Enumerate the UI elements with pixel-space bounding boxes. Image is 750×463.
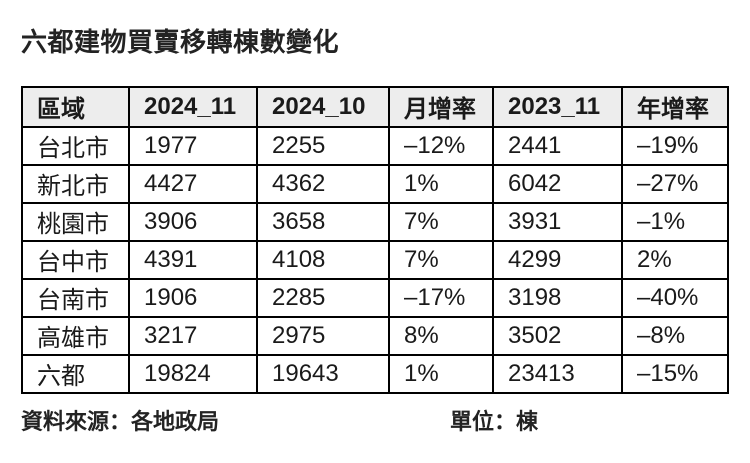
cell-value: –17% [388,277,494,318]
cell-value: 1977 [128,125,258,166]
cell-value: 2441 [492,125,623,166]
column-header-2024-11: 2024_11 [128,85,258,128]
cell-value: 3658 [256,201,390,242]
cell-value: –15% [621,353,729,394]
cell-value: 3931 [492,201,623,242]
cell-region: 台北市 [21,125,130,166]
table-row-kaohsiung: 高雄市 3217 2975 8% 3502 –8% [21,315,729,356]
column-header-mom: 月增率 [388,85,494,128]
cell-value: –12% [388,125,494,166]
cell-value: 4427 [128,163,258,204]
column-header-2023-11: 2023_11 [492,85,623,128]
table-row-taoyuan: 桃園市 3906 3658 7% 3931 –1% [21,201,729,242]
page-title: 六都建物買賣移轉棟數變化 [21,27,340,57]
column-header-2024-10: 2024_10 [256,85,390,128]
cell-value: 1% [388,353,494,394]
cell-region: 台中市 [21,239,130,280]
cell-value: –27% [621,163,729,204]
unit-note: 單位：棟 [450,408,539,434]
footer: 資料來源：各地政局 單位：棟 [21,404,729,434]
cell-value: 23413 [492,353,623,394]
cell-value: –19% [621,125,729,166]
cell-value: 4108 [256,239,390,280]
table-row-newtaipei: 新北市 4427 4362 1% 6042 –27% [21,163,729,204]
cell-value: 7% [388,201,494,242]
cell-value: 7% [388,239,494,280]
cell-region: 新北市 [21,163,130,204]
table-header-row: 區域 2024_11 2024_10 月增率 2023_11 年增率 [21,85,729,128]
cell-value: –8% [621,315,729,356]
cell-value: –1% [621,201,729,242]
cell-value: –40% [621,277,729,318]
table-row-tainan: 台南市 1906 2285 –17% 3198 –40% [21,277,729,318]
cell-region: 六都 [21,353,130,394]
table-row-taichung: 台中市 4391 4108 7% 4299 2% [21,239,729,280]
cell-value: 6042 [492,163,623,204]
cell-value: 3198 [492,277,623,318]
cell-value: 2% [621,239,729,280]
table-row-total-six: 六都 19824 19643 1% 23413 –15% [21,353,729,394]
source-note: 資料來源：各地政局 [21,408,220,434]
cell-value: 3906 [128,201,258,242]
column-header-region: 區域 [21,85,130,128]
cell-region: 桃園市 [21,201,130,242]
column-header-yoy: 年增率 [621,85,729,128]
cell-value: 1% [388,163,494,204]
cell-value: 19824 [128,353,258,394]
cell-value: 4299 [492,239,623,280]
cell-value: 4362 [256,163,390,204]
table-row-taipei: 台北市 1977 2255 –12% 2441 –19% [21,125,729,166]
cell-value: 3217 [128,315,258,356]
page: 六都建物買賣移轉棟數變化 區域 2024_11 2024_10 月增率 2023… [21,27,729,434]
cell-region: 高雄市 [21,315,130,356]
cell-region: 台南市 [21,277,130,318]
cell-value: 2975 [256,315,390,356]
cell-value: 19643 [256,353,390,394]
cell-value: 4391 [128,239,258,280]
cell-value: 2255 [256,125,390,166]
cell-value: 1906 [128,277,258,318]
cell-value: 2285 [256,277,390,318]
cell-value: 8% [388,315,494,356]
data-table: 區域 2024_11 2024_10 月增率 2023_11 年增率 台北市 1… [21,85,729,394]
cell-value: 3502 [492,315,623,356]
